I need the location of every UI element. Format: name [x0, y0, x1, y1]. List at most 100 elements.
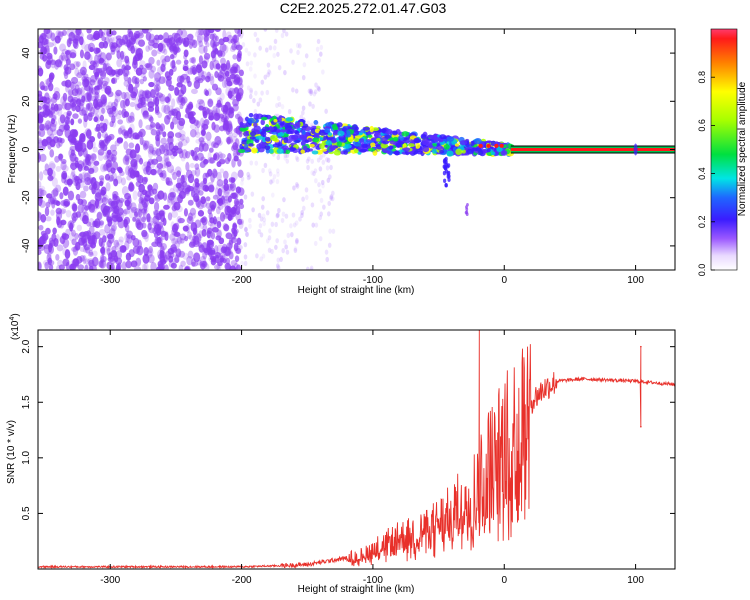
spectrogram-streak-blob [442, 158, 447, 164]
spectrogram-faint-blob [316, 38, 321, 45]
spectrogram-faint-blob [258, 223, 263, 229]
snr-y-tick-label: 2.0 [21, 339, 32, 353]
spectrogram-noise-blob [207, 73, 214, 82]
spectrogram-noise-blob [226, 205, 232, 214]
spectrogram-noise-blob [169, 191, 177, 198]
spectrogram-faint-blob [310, 158, 315, 164]
spectrogram-noise-blob [92, 105, 99, 115]
spectrogram-ridge-blob [382, 140, 389, 145]
spectrogram-noise-blob [236, 94, 242, 102]
spectrogram-noise-blob [101, 197, 109, 205]
spectrogram-noise-blob [56, 142, 61, 149]
spectrogram-faint-blob [270, 248, 274, 255]
spectrogram-noise-blob [166, 96, 171, 105]
spectrogram-ridge-blob [270, 134, 278, 142]
spectrogram-faint-blob [243, 242, 248, 248]
spectrogram-noise-blob [223, 195, 230, 202]
spectrogram-noise-blob [142, 110, 149, 120]
spectrogram-noise-blob [172, 150, 178, 157]
spectrogram-noise-blob [167, 198, 172, 209]
spectrogram-noise-blob [108, 174, 115, 182]
spectrogram-ridge-blob [328, 146, 335, 152]
spectrogram-noise-blob [120, 51, 126, 59]
spectrogram-noise-blob [210, 204, 215, 211]
spectrogram-ridge-blob [325, 140, 333, 146]
spectrogram-noise-blob [215, 63, 221, 70]
spectrogram-noise-blob [66, 38, 72, 48]
spectrogram-noise-blob [93, 231, 101, 240]
spectrogram-faint-blob [249, 89, 253, 95]
spectrogram-noise-blob [114, 93, 121, 103]
spectrogram-noise-blob [97, 151, 104, 162]
spectrogram-noise-blob [79, 66, 87, 76]
spectrogram-noise-blob [141, 216, 147, 223]
spectrogram-noise-blob [94, 72, 99, 80]
spectrogram-noise-blob [227, 135, 234, 143]
spectrogram-noise-blob [157, 236, 163, 246]
spectrogram-noise-blob [114, 113, 122, 120]
spectrogram-faint-blob [291, 87, 295, 93]
spectrogram-noise-blob [76, 224, 83, 232]
spectrogram-noise-blob [153, 231, 159, 239]
spectrogram-noise-blob [89, 95, 97, 102]
spectrogram-noise-blob [180, 260, 186, 267]
spectrogram-noise-blob [46, 29, 53, 40]
spectrogram-faint-blob [326, 177, 331, 183]
spectrogram-noise-blob [78, 99, 85, 107]
spectrogram-noise-blob [127, 29, 132, 35]
spectrogram-noise-blob [147, 248, 154, 257]
spectrogram-faint-blob [244, 47, 249, 53]
spectrogram-faint-blob [248, 223, 252, 229]
spectrogram-faint-blob [245, 61, 250, 67]
spectrogram-faint-blob [260, 204, 265, 210]
colorbar-gradient [710, 28, 738, 271]
spectrogram-noise-blob [140, 105, 148, 116]
spectrogram-noise-blob [43, 82, 49, 92]
spectrogram-noise-blob [188, 111, 194, 121]
spectrogram-noise-blob [134, 170, 141, 178]
spectrogram-ridge-blob [500, 149, 508, 156]
spectrogram-noise-blob [48, 74, 54, 84]
spectrogram-tone-blip [633, 143, 638, 156]
spectrogram-noise-blob [214, 70, 219, 79]
spectrogram-noise-blob [185, 169, 193, 179]
spectrogram-streak-blob [443, 166, 447, 171]
spectrogram-noise-blob [116, 137, 123, 144]
spectrogram-ridge-blob [292, 134, 299, 141]
spectrogram-noise-blob [100, 247, 108, 256]
spectrogram-faint-blob [306, 164, 310, 171]
spectrogram-noise-blob [218, 113, 225, 119]
spectrogram-ridge-blob [359, 148, 368, 153]
spectrogram-ridge-blob [294, 139, 301, 143]
spectrogram-ridge-blob [443, 144, 450, 150]
spectrogram-noise-blob [226, 138, 234, 144]
spectrogram-noise-blob [207, 98, 214, 108]
spectrogram-ridge-blob [331, 138, 337, 144]
spectrogram-noise-blob [105, 231, 111, 239]
spectrogram-noise-blob [114, 92, 120, 98]
spectrogram-noise-blob [56, 103, 63, 111]
spectrogram-faint-blob [266, 72, 270, 78]
spectrogram-noise-blob [89, 60, 96, 66]
spectrogram-noise-blob [105, 159, 113, 168]
spectrogram-noise-blob [97, 131, 102, 139]
spectrogram-faint-blob [240, 260, 244, 266]
spectrogram-noise-blob [224, 157, 231, 165]
spectrogram-ridge-blob [324, 127, 331, 134]
spectrogram-noise-blob [59, 192, 64, 200]
spectrogram-faint-blob [291, 59, 295, 65]
spectrogram-noise-blob [65, 58, 71, 66]
spectrogram-noise-blob [68, 132, 74, 138]
snr-y-tick-label: 0.5 [21, 506, 32, 520]
spectrogram-faint-blob [319, 44, 324, 51]
spectrogram-faint-blob [289, 223, 293, 229]
spectrogram-noise-blob [226, 136, 231, 145]
spectrogram-noise-blob [99, 52, 107, 62]
spectrogram-noise-blob [38, 65, 42, 72]
spectrogram-ridge-blob [477, 150, 484, 155]
spectrogram-noise-blob [43, 29, 51, 35]
spectrogram-ridge-blob [439, 134, 447, 140]
spectrogram-faint-blob [295, 182, 299, 188]
spectrogram-noise-blob [189, 162, 195, 169]
spectrogram-y-tick-label: -40 [21, 238, 32, 253]
